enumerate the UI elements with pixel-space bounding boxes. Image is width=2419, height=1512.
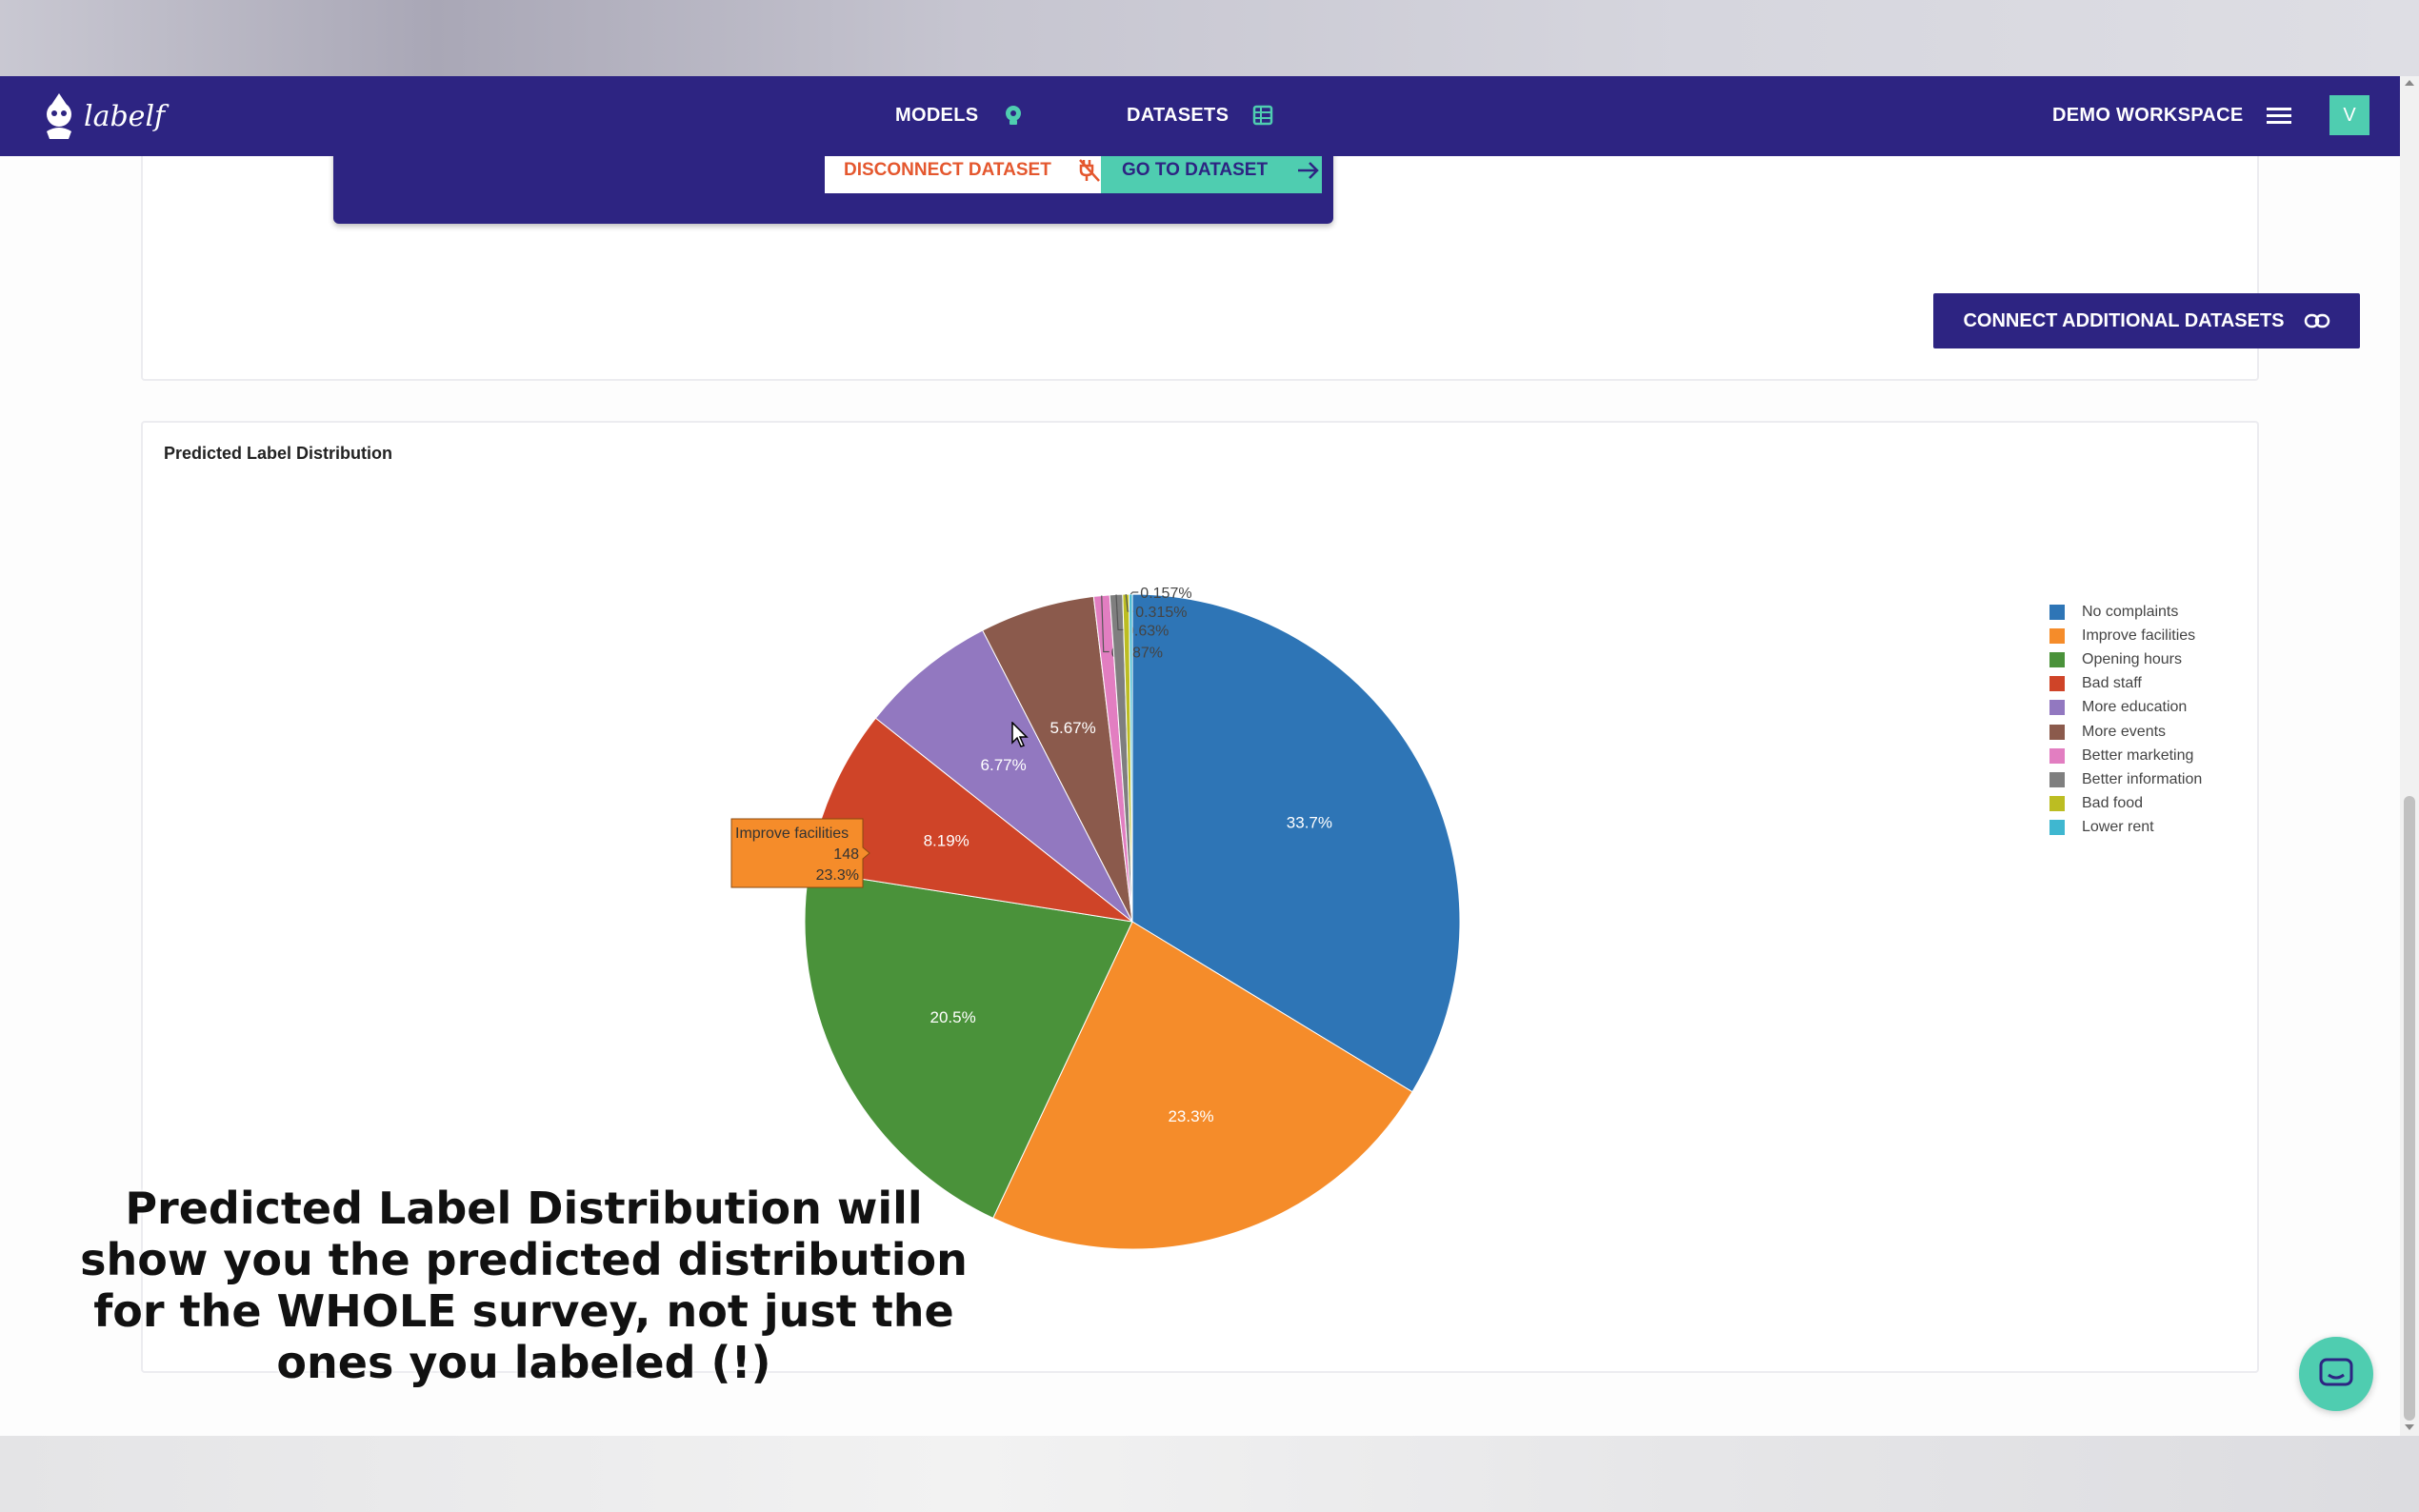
- pie-chart: 33.7%23.3%20.5%8.19%6.77%5.67%0.787%0.63…: [730, 586, 1461, 1250]
- legend-item-more-events[interactable]: More events: [2049, 720, 2202, 744]
- nav-datasets[interactable]: DATASETS: [1127, 103, 1276, 128]
- connect-additional-datasets-label: CONNECT ADDITIONAL DATASETS: [1963, 309, 2285, 331]
- logo-text: labelf: [84, 99, 166, 133]
- legend-label: Bad food: [2082, 795, 2144, 812]
- app-viewport: labelf MODELS DATASETS DEMO WORKSPACE V: [0, 76, 2419, 1436]
- legend-label: Improve facilities: [2082, 627, 2196, 644]
- table-icon: [1251, 103, 1276, 128]
- slice-label: 33.7%: [1287, 813, 1332, 831]
- slice-label-leader: [1115, 594, 1124, 631]
- predicted-label-distribution-card: Predicted Label Distribution 33.7% 23.3% 2…: [141, 421, 2259, 1373]
- legend-label: Better information: [2082, 770, 2203, 787]
- pie-slice-no-complaints[interactable]: [1131, 593, 1461, 1093]
- legend-item-better-information[interactable]: Better information: [2049, 767, 2202, 791]
- labelf-logo[interactable]: labelf: [40, 90, 165, 143]
- top-navbar: labelf MODELS DATASETS DEMO WORKSPACE V: [0, 76, 2400, 156]
- legend-item-bad-food[interactable]: Bad food: [2049, 792, 2202, 816]
- background-top: [0, 0, 2419, 76]
- slice-label: 6.77%: [981, 756, 1027, 774]
- arrow-right-icon: [1298, 162, 1319, 179]
- hamburger-menu-icon: [2266, 103, 2291, 128]
- slice-label: 0.157%: [1140, 586, 1191, 602]
- legend-item-opening-hours[interactable]: Opening hours: [2049, 647, 2202, 671]
- legend-item-no-complaints[interactable]: No complaints: [2049, 600, 2202, 624]
- scroll-down-arrow-icon[interactable]: [2405, 1424, 2414, 1430]
- caption-overlay: Predicted Label Distribution will show y…: [80, 1183, 968, 1388]
- go-to-dataset-label: GO TO DATASET: [1122, 160, 1269, 180]
- tooltip-text: Improve facilities: [735, 826, 849, 842]
- chat-icon: [2319, 1358, 2353, 1386]
- user-avatar[interactable]: V: [2329, 95, 2369, 135]
- chart-title: Predicted Label Distribution: [164, 444, 393, 463]
- legend-swatch: [2049, 651, 2065, 667]
- nav-models-label: MODELS: [895, 104, 979, 126]
- legend-item-lower-rent[interactable]: Lower rent: [2049, 816, 2202, 840]
- mouse-cursor-icon: [1011, 722, 1029, 747]
- connect-additional-datasets-button[interactable]: CONNECT ADDITIONAL DATASETS: [1933, 293, 2360, 348]
- legend-swatch: [2049, 604, 2065, 620]
- nav-models[interactable]: MODELS: [895, 103, 1026, 128]
- legend-item-better-marketing[interactable]: Better marketing: [2049, 744, 2202, 767]
- legend-label: No complaints: [2082, 603, 2179, 620]
- legend-swatch: [2049, 771, 2065, 787]
- legend-swatch: [2049, 724, 2065, 740]
- link-icon: [2304, 313, 2329, 328]
- legend-swatch: [2049, 820, 2065, 836]
- nav-datasets-label: DATASETS: [1127, 104, 1229, 126]
- scrollbar-thumb[interactable]: [2404, 796, 2415, 1421]
- disconnect-dataset-label: DISCONNECT DATASET: [844, 160, 1051, 180]
- hover-tooltip: Improve facilities 148 23.3%: [730, 818, 870, 888]
- pie-slice-improve-facilities[interactable]: [992, 921, 1413, 1250]
- legend-item-improve-facilities[interactable]: Improve facilities: [2049, 624, 2202, 647]
- legend-label: Better marketing: [2082, 746, 2194, 764]
- slice-label: 20.5%: [930, 1008, 975, 1026]
- vertical-scrollbar[interactable]: [2400, 76, 2419, 1436]
- unplug-icon: [1078, 159, 1100, 182]
- legend-swatch: [2049, 796, 2065, 812]
- slice-label: 23.3%: [1168, 1107, 1213, 1125]
- tooltip-text: 148: [833, 846, 859, 863]
- lightbulb-icon: [1001, 103, 1026, 128]
- legend-label: More education: [2082, 699, 2188, 716]
- legend-label: Opening hours: [2082, 650, 2182, 667]
- slice-label: 0.315%: [1135, 605, 1187, 621]
- legend-swatch: [2049, 627, 2065, 644]
- slice-label: 0.63%: [1126, 623, 1169, 639]
- slice-label-leader: [1130, 591, 1139, 595]
- legend-swatch: [2049, 676, 2065, 692]
- scroll-up-arrow-icon[interactable]: [2405, 80, 2414, 86]
- legend-label: More events: [2082, 723, 2167, 740]
- slice-label: 8.19%: [924, 831, 970, 849]
- legend-label: Bad staff: [2082, 675, 2142, 692]
- slice-label: 5.67%: [1050, 719, 1096, 737]
- background-bottom: [0, 1436, 2419, 1512]
- legend-item-more-education[interactable]: More education: [2049, 696, 2202, 720]
- workspace-label: DEMO WORKSPACE: [2052, 104, 2244, 126]
- chat-support-button[interactable]: [2299, 1337, 2373, 1411]
- legend-item-bad-staff[interactable]: Bad staff: [2049, 672, 2202, 696]
- legend-swatch: [2049, 747, 2065, 764]
- legend-label: Lower rent: [2082, 819, 2154, 836]
- pie-slice-opening-hours[interactable]: [804, 869, 1133, 1220]
- chart-legend: No complaints Improve facilities Opening h…: [2049, 600, 2202, 840]
- robot-logo-icon: [47, 93, 71, 139]
- tooltip-text: 23.3%: [816, 867, 859, 884]
- pie-slice-more-education[interactable]: [874, 629, 1133, 923]
- legend-swatch: [2049, 700, 2065, 716]
- nav-workspace-menu[interactable]: DEMO WORKSPACE: [2052, 103, 2291, 128]
- slice-label-leader: [1101, 595, 1110, 653]
